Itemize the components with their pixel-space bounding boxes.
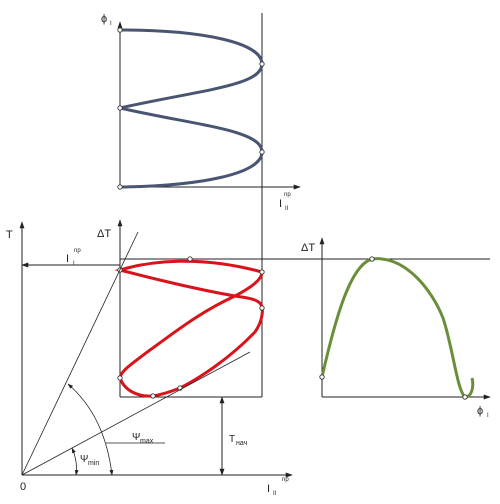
psi-max-arc: [67, 383, 114, 476]
loop-point: [259, 269, 265, 275]
loop-point: [187, 256, 193, 262]
i2-bottom-sup: np: [282, 477, 289, 483]
middle-panel: ΔT: [97, 219, 490, 399]
sinusoid-point: [117, 184, 123, 190]
sinusoid-curve: [119, 28, 264, 189]
sinusoid-point: [259, 149, 265, 155]
i2-top-sup: np: [284, 192, 291, 198]
t-start-sub: нач: [236, 440, 248, 447]
psi-min-sub: min: [88, 460, 99, 467]
top-panel: ϕ I I np II: [101, 13, 301, 397]
phi-top-sub: I: [110, 21, 112, 27]
t-axis-label: T: [6, 229, 13, 241]
phi-top-label: ϕ: [101, 13, 107, 25]
loop-point: [117, 375, 123, 381]
i2-top-sub: II: [285, 206, 289, 212]
i1-label: I: [66, 253, 69, 265]
phi-right-sub: I: [487, 413, 489, 419]
loop-point: [150, 393, 156, 399]
psi-min-label: Ψ: [80, 454, 88, 465]
profile-point: [369, 256, 375, 262]
t-start-label: T: [229, 434, 235, 445]
psi-min-arc: [71, 447, 79, 476]
i1-sup: np: [74, 248, 81, 254]
psi-max-ray: [21, 231, 139, 476]
i2-top-label: I: [279, 198, 282, 210]
i1-sub: I: [73, 261, 75, 267]
phi-right-label: ϕ: [477, 405, 483, 417]
temperature-profile-curve: [320, 257, 475, 399]
delta-t-left-label: ΔT: [97, 228, 111, 240]
hysteresis-loop: [114, 259, 264, 398]
i2-bottom-sub: II: [273, 491, 277, 497]
profile-point: [462, 394, 468, 400]
origin-label: 0: [20, 481, 26, 493]
psi-max-label: Ψ: [132, 432, 140, 443]
delta-t-right-label: ΔT: [301, 242, 315, 254]
psi-max-sub: max: [140, 438, 154, 445]
bottom-left-panel: T I np I Ψ max Ψ min T нач 0 I np II: [6, 221, 293, 497]
sinusoid-point: [117, 105, 123, 111]
sinusoid-point: [259, 61, 265, 67]
right-panel: ΔT ϕ I: [301, 237, 491, 419]
i2-bottom-label: I: [267, 483, 270, 495]
loop-point: [259, 305, 265, 311]
sinusoid-point: [117, 27, 123, 33]
psi-min-ray: [21, 351, 251, 476]
profile-point: [319, 374, 325, 380]
